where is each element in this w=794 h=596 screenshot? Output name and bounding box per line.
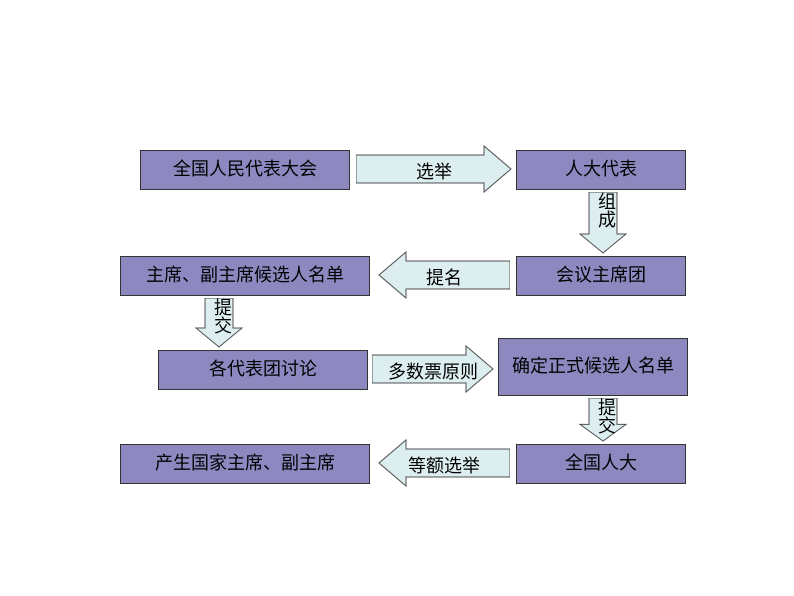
box-result: 产生国家主席、副主席 <box>120 444 370 484</box>
box-final-list: 确定正式候选人名单 <box>498 338 688 396</box>
arrow-submit-1: 提交 <box>194 298 244 348</box>
arrow-equal-elect: 等额选举 <box>378 438 510 488</box>
arrow-nominate: 提名 <box>378 250 510 300</box>
box-reps: 人大代表 <box>516 150 686 190</box>
box-npc: 全国人民代表大会 <box>140 150 350 190</box>
arrow-compose: 组成 <box>578 192 628 254</box>
arrow-elect: 选举 <box>356 144 512 194</box>
arrow-majority: 多数票原则 <box>372 344 494 394</box>
box-candidate-list: 主席、副主席候选人名单 <box>120 256 370 296</box>
box-discuss: 各代表团讨论 <box>158 350 368 390</box>
arrow-submit-2: 提交 <box>578 398 628 442</box>
box-npc2: 全国人大 <box>516 444 686 484</box>
box-presidium: 会议主席团 <box>516 256 686 296</box>
